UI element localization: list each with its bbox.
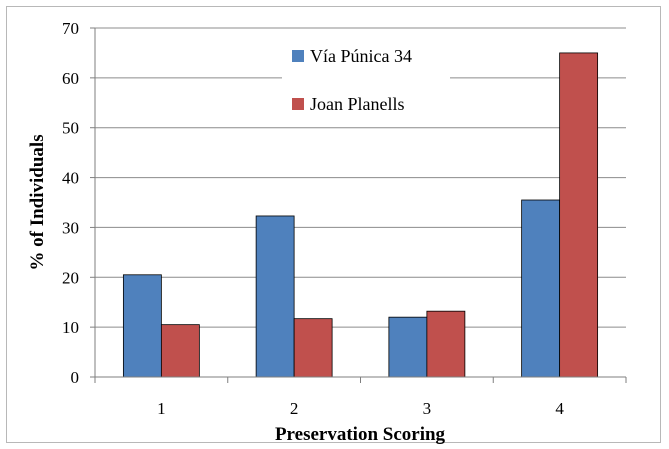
bar-via-punica-2 [255,215,295,378]
bar-via-punica-4 [521,199,561,378]
axes [94,28,627,383]
x-tick-label: 3 [423,399,432,418]
bar-via-punica-1 [122,274,162,378]
bar-joan-planells-2 [293,318,333,378]
y-tick-labels: 0 10 20 30 40 50 60 70 [62,19,95,387]
y-tick-label: 20 [62,268,79,287]
legend-label: Vía Púnica 34 [310,46,412,66]
y-tick-label: 50 [62,119,79,138]
y-axis-title: % of Individuals [27,134,48,270]
x-tick-label: 2 [290,399,299,418]
legend-swatch [292,98,304,110]
x-tick-labels: 1 2 3 4 [157,399,564,418]
x-axis-title: Preservation Scoring [275,424,446,445]
y-tick-label: 30 [62,218,79,237]
y-tick-label: 70 [62,19,79,38]
legend: Vía Púnica 34 Joan Planells [292,46,412,114]
legend-background [282,38,450,120]
bar-joan-planells-1 [160,324,200,378]
y-tick-label: 10 [62,318,79,337]
bars [122,52,599,378]
bar-joan-planells-4 [559,52,599,378]
x-tick-label: 1 [157,399,166,418]
y-tick-label: 60 [62,69,79,88]
y-tick-label: 40 [62,169,79,188]
y-tick-label: 0 [71,368,80,387]
bar-via-punica-3 [388,316,428,378]
legend-label: Joan Planells [310,94,405,114]
bar-joan-planells-3 [426,310,466,378]
x-tick-label: 4 [555,399,564,418]
legend-swatch [292,50,304,62]
